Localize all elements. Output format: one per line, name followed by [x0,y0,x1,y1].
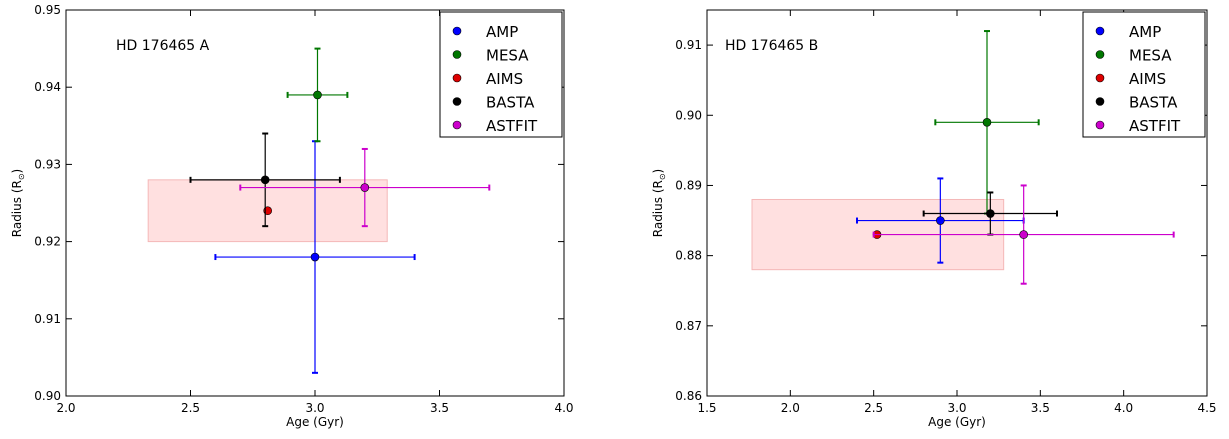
legend-marker [452,26,462,36]
legend-label: BASTA [486,94,535,112]
x-tick-label: 2.5 [181,401,200,415]
y-tick-label: 0.91 [34,312,61,326]
legend-marker [452,50,462,59]
y-tick-label: 0.86 [675,389,702,403]
legend-marker [452,97,462,106]
x-tick-label: 3.5 [1031,401,1050,415]
x-tick-label: 2.5 [864,401,883,415]
y-tick-label: 0.89 [675,178,702,192]
legend-marker [1095,73,1105,83]
data-point [936,216,945,225]
y-tick-label: 0.93 [34,157,61,171]
series-mesa [286,47,349,143]
data-point [310,252,320,262]
plot-frame [65,9,565,397]
y-axis-label: Radius (R⊙) [651,169,667,237]
x-tick-label: 3.0 [305,401,324,415]
legend-label: MESA [1129,47,1172,65]
x-tick-label: 3.5 [430,401,449,415]
legend-label: AMP [486,23,518,41]
x-tick-label: 4.0 [554,401,573,415]
x-axis-label: Age (Gyr) [286,415,344,429]
legend: AMP MESA AIMS BASTA ASTFIT [439,11,563,138]
chart-panel-1: 2.0 2.5 3.0 3.5 4.0 0.90 0.91 0.92 0.93 0.94 0.95 H… [10,3,574,429]
series-astfit [872,184,1175,285]
series-basta [189,132,341,228]
plot-frame [706,9,1208,397]
data-point [260,175,270,185]
y-tick-label: 0.88 [675,249,702,263]
legend-label: AIMS [1129,70,1166,88]
data-point [986,209,995,218]
x-tick-label: 2.0 [56,401,75,415]
x-tick-label: 1.5 [697,401,716,415]
y-tick-label: 0.90 [34,389,61,403]
y-tick-label: 0.87 [675,319,702,333]
data-point [1019,230,1028,239]
legend-label: AIMS [486,70,523,88]
legend-label: ASTFIT [1129,117,1181,135]
x-tick-label: 2.0 [781,401,800,415]
series-amp [214,140,416,374]
data-point [360,183,370,192]
x-axis-label: Age (Gyr) [928,415,986,429]
legend-marker [452,73,462,83]
y-tick-label: 0.92 [34,235,61,249]
y-tick-label: 0.90 [675,108,702,122]
y-tick-label: 0.94 [34,80,61,94]
legend: AMP MESA AIMS BASTA ASTFIT [1082,11,1206,138]
plot-annotation: HD 176465 B [725,38,818,54]
chart-panel-2: 1.5 2.0 2.5 3.0 3.5 4.0 4.5 0.86 0.87 0.88 0.89 0.9… [651,9,1217,429]
x-tick-label: 3.0 [947,401,966,415]
y-axis-label: Radius (R⊙) [10,169,26,237]
x-tick-label: 4.0 [1114,401,1133,415]
series-astfit [239,147,491,228]
y-tick-label: 0.91 [675,38,702,52]
legend-marker [1095,120,1105,130]
data-point [313,90,322,100]
data-point [982,117,992,127]
legend-marker [1095,97,1105,106]
legend-marker [452,120,462,130]
legend-label: BASTA [1129,94,1178,112]
x-tick-label: 4.5 [1197,401,1216,415]
legend-label: MESA [486,47,529,65]
legend-label: AMP [1129,23,1161,41]
series-basta [922,191,1058,236]
legend-label: ASTFIT [486,117,538,135]
legend-marker [1095,26,1105,36]
y-tick-label: 0.95 [34,3,61,17]
legend-marker [1095,50,1105,59]
plot-annotation: HD 176465 A [116,38,210,54]
